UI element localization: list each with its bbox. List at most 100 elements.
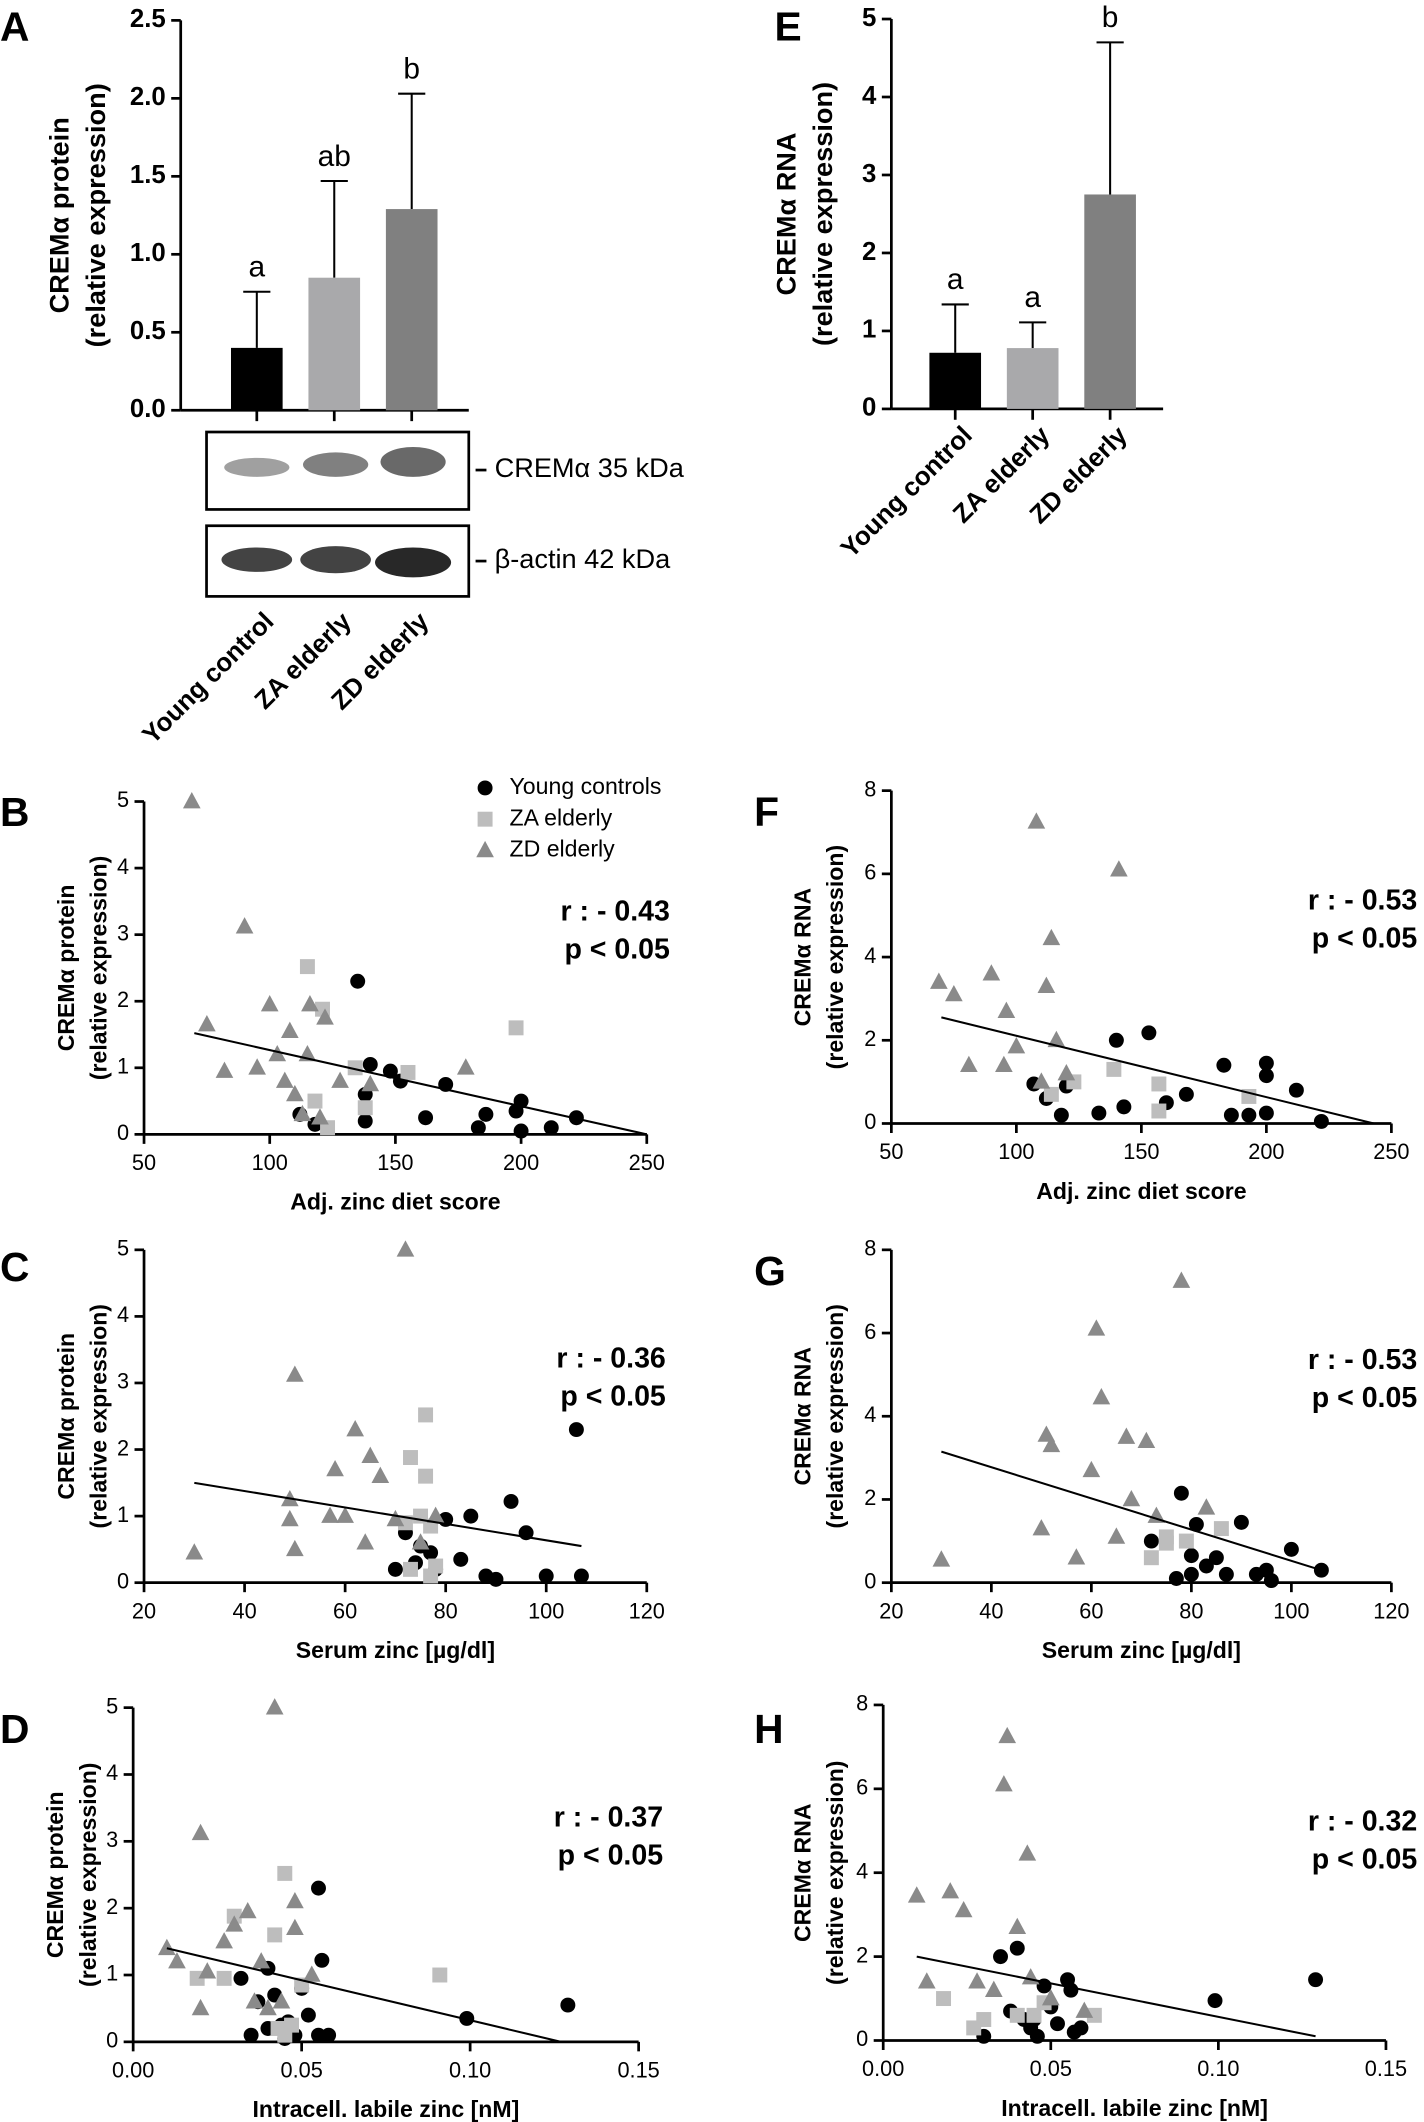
y-axis-label: CREMα RNA [789, 887, 815, 1026]
trend-line [941, 1450, 1322, 1572]
point [1018, 1844, 1037, 1861]
point [932, 1550, 951, 1567]
y-tick-label: 2.0 [130, 83, 166, 111]
y-tick-label: 3 [862, 160, 876, 188]
y-axis-label: (relative expression) [807, 82, 838, 346]
point [245, 1992, 264, 2009]
point [382, 1063, 398, 1079]
point [941, 1882, 960, 1899]
point [513, 1123, 529, 1139]
point [976, 2012, 992, 2027]
x-tick-label: 100 [998, 1139, 1034, 1164]
x-axis-label: Intracell. labile zinc [nM] [253, 2096, 520, 2122]
x-tick-label: 60 [333, 1598, 357, 1623]
point [1043, 1086, 1059, 1102]
point [982, 964, 1001, 981]
point [508, 1020, 524, 1036]
point [331, 1071, 349, 1088]
y-axis-label: CREMα protein [53, 1333, 79, 1500]
legend-marker [476, 840, 494, 858]
point [907, 1886, 926, 1903]
point [478, 1106, 494, 1122]
point [993, 1949, 1008, 1965]
x-tick-label: 20 [879, 1598, 903, 1623]
point [386, 1509, 405, 1527]
point [346, 1420, 365, 1437]
point [275, 1071, 294, 1088]
point [917, 1972, 936, 1989]
point [362, 1056, 378, 1072]
y-tick-label: 0.0 [130, 395, 166, 423]
y-tick-label: 2.5 [130, 5, 166, 33]
y-tick-label: 1.5 [130, 161, 166, 189]
point [286, 1891, 304, 1909]
point [1218, 1566, 1234, 1582]
point [995, 1775, 1013, 1792]
point [945, 985, 963, 1002]
point [1116, 1099, 1132, 1115]
x-tick-label: 40 [232, 1598, 256, 1623]
point [280, 1509, 299, 1527]
y-axis-label: CREMα RNA [789, 1347, 815, 1486]
x-axis-label: Serum zinc [µg/dl] [1042, 1637, 1241, 1663]
trend-line [194, 1032, 648, 1136]
y-axis-label: (relative expression) [75, 1763, 101, 1987]
y-tick-label: 3 [117, 1369, 129, 1394]
bar [230, 347, 283, 411]
stat-annotation: r : - 0.37 [554, 1802, 663, 1834]
y-tick-label: 1.0 [130, 239, 166, 267]
point [568, 1422, 584, 1438]
y-tick-label: 1 [106, 1961, 118, 1986]
y-axis-label: (relative expression) [86, 1304, 112, 1528]
x-axis-label: Adj. zinc diet score [1036, 1178, 1247, 1204]
x-tick-label: 120 [629, 1598, 665, 1623]
point [1137, 1431, 1156, 1449]
y-tick-label: 1 [117, 1054, 129, 1079]
panel-label: C [0, 1244, 29, 1290]
point [1288, 1082, 1304, 1098]
x-tick-label: 0.10 [1197, 2056, 1239, 2081]
point [1047, 1030, 1066, 1048]
y-axis-label: (relative expression) [822, 845, 848, 1069]
significance-letter: b [1102, 1, 1119, 34]
point [400, 1064, 416, 1080]
point [1087, 1319, 1106, 1336]
point [191, 1998, 210, 2016]
point [215, 1061, 234, 1078]
point [168, 1952, 186, 1969]
point [1263, 1573, 1279, 1589]
point [573, 1568, 589, 1584]
point [1041, 1989, 1060, 2006]
point [336, 1506, 354, 1523]
point [995, 1055, 1013, 1073]
point [299, 959, 315, 975]
x-tick-label: 150 [377, 1150, 413, 1175]
x-tick-label: 0.10 [449, 2057, 491, 2082]
x-tick-label: 80 [1179, 1598, 1203, 1623]
point [1207, 1993, 1223, 2009]
blot-band [300, 546, 371, 574]
point [411, 1533, 430, 1550]
point [1008, 1917, 1027, 1935]
point [1198, 1558, 1214, 1574]
panel-label: A [0, 4, 29, 50]
point [235, 917, 254, 934]
trend-line [916, 1955, 1316, 2038]
point [1208, 1550, 1224, 1566]
point [960, 1055, 978, 1073]
y-tick-label: 1 [862, 316, 876, 344]
bar [1006, 348, 1059, 409]
point [1042, 1435, 1061, 1453]
x-tick-label: 0.05 [281, 2057, 323, 2082]
point [1183, 1548, 1199, 1564]
point [470, 1120, 486, 1136]
panel-label: D [0, 1706, 29, 1752]
y-tick-label: 2 [864, 1485, 876, 1510]
y-axis-label: CREMα RNA [789, 1803, 815, 1942]
panel-label: F [754, 789, 779, 835]
point [311, 1880, 326, 1896]
y-tick-label: 0 [106, 2028, 118, 2053]
y-tick-label: 5 [117, 787, 129, 812]
point [350, 973, 366, 989]
blot-band [303, 452, 369, 477]
